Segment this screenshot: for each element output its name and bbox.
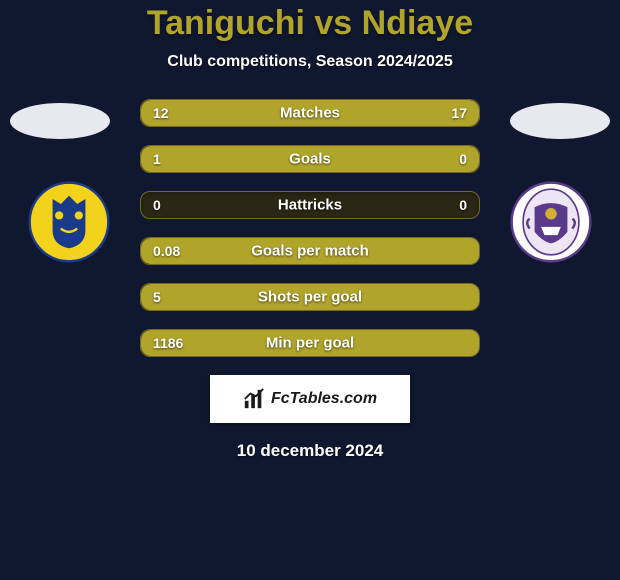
stat-value-left: 1 (153, 151, 161, 167)
club-logo-right (510, 181, 592, 263)
stat-label: Shots per goal (258, 289, 362, 306)
stat-value-right: 0 (459, 197, 467, 213)
stat-value-right: 17 (451, 105, 467, 121)
stat-label: Matches (280, 105, 340, 122)
stat-bars: 12 17 Matches 1 0 Goals 0 0 Hattricks 0.08 Goals p… (140, 99, 480, 357)
stat-row: 0.08 Goals per match (140, 237, 480, 265)
player-silhouette-left (10, 103, 110, 139)
stat-label: Goals per match (251, 243, 369, 260)
stat-fill-right (408, 146, 479, 172)
date-text: 10 december 2024 (0, 441, 620, 461)
brand-text: FcTables.com (271, 390, 377, 408)
stat-value-left: 5 (153, 289, 161, 305)
comparison-area: 12 17 Matches 1 0 Goals 0 0 Hattricks 0.08 Goals p… (0, 99, 620, 357)
stat-row: 1186 Min per goal (140, 329, 480, 357)
stat-value-left: 1186 (153, 335, 183, 351)
stat-row: 0 0 Hattricks (140, 191, 480, 219)
stat-label: Min per goal (266, 335, 354, 352)
club-logo-left (28, 181, 110, 263)
shield-icon (28, 181, 110, 263)
shield-icon (510, 181, 592, 263)
stat-row: 12 17 Matches (140, 99, 480, 127)
chart-icon (243, 388, 265, 410)
stat-value-left: 0 (153, 197, 161, 213)
subtitle: Club competitions, Season 2024/2025 (0, 53, 620, 71)
stat-label: Goals (289, 151, 331, 168)
infographic: Taniguchi vs Ndiaye Club competitions, S… (0, 0, 620, 580)
stat-label: Hattricks (278, 197, 342, 214)
stat-value-left: 12 (153, 105, 169, 121)
stat-row: 1 0 Goals (140, 145, 480, 173)
stat-row: 5 Shots per goal (140, 283, 480, 311)
player-silhouette-right (510, 103, 610, 139)
stat-value-left: 0.08 (153, 243, 180, 259)
stat-value-right: 0 (459, 151, 467, 167)
brand-badge: FcTables.com (210, 375, 410, 423)
stat-fill-left (141, 146, 408, 172)
page-title: Taniguchi vs Ndiaye (0, 0, 620, 43)
